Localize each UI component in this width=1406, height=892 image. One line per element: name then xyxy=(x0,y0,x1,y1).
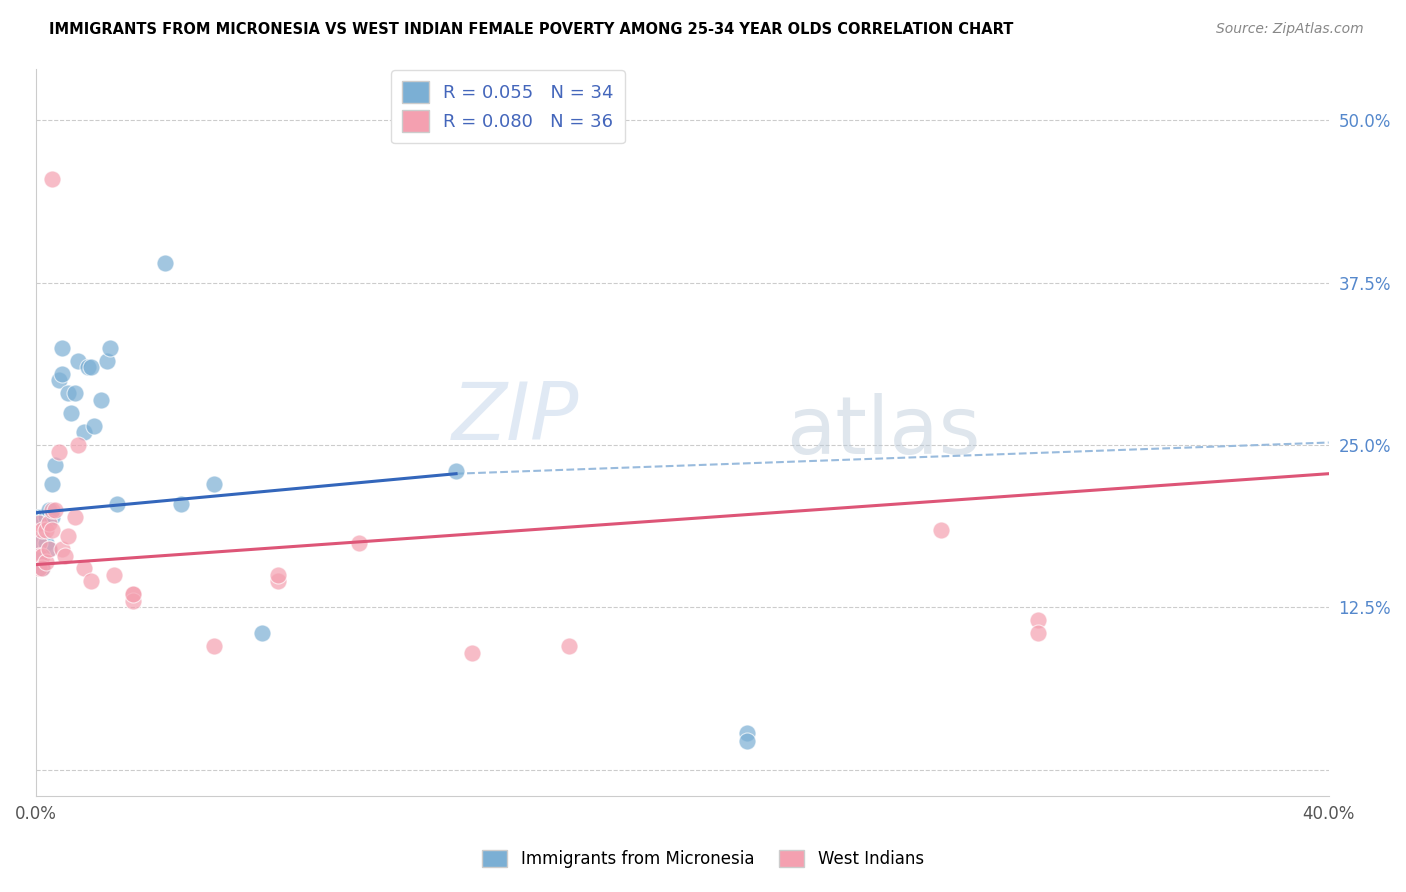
Point xyxy=(60,406,83,420)
Point xyxy=(461,646,484,660)
Point xyxy=(31,549,53,563)
Point xyxy=(202,477,225,491)
Text: Source: ZipAtlas.com: Source: ZipAtlas.com xyxy=(1216,22,1364,37)
Point xyxy=(66,353,89,368)
Point xyxy=(31,561,53,575)
Point xyxy=(103,568,125,582)
Point xyxy=(444,464,467,478)
Point xyxy=(80,360,103,375)
Point xyxy=(38,541,60,556)
Point xyxy=(34,509,56,524)
Point xyxy=(58,386,80,401)
Point xyxy=(34,555,56,569)
Point xyxy=(31,561,53,575)
Point xyxy=(250,626,273,640)
Legend: Immigrants from Micronesia, West Indians: Immigrants from Micronesia, West Indians xyxy=(475,843,931,875)
Point xyxy=(63,386,86,401)
Point xyxy=(735,726,758,740)
Point xyxy=(41,509,63,524)
Point xyxy=(44,458,66,472)
Point xyxy=(267,568,290,582)
Point xyxy=(347,535,370,549)
Point xyxy=(558,640,581,654)
Point xyxy=(28,549,51,563)
Point xyxy=(73,425,96,439)
Point xyxy=(1026,614,1049,628)
Point xyxy=(48,373,70,387)
Point xyxy=(80,574,103,589)
Point xyxy=(41,172,63,186)
Point xyxy=(122,594,145,608)
Point xyxy=(28,516,51,530)
Point xyxy=(41,477,63,491)
Point xyxy=(63,509,86,524)
Point xyxy=(34,523,56,537)
Point xyxy=(105,497,128,511)
Point xyxy=(73,561,96,575)
Point xyxy=(735,734,758,748)
Text: ZIP: ZIP xyxy=(451,378,579,457)
Point xyxy=(90,392,112,407)
Point xyxy=(122,587,145,601)
Point xyxy=(66,438,89,452)
Point xyxy=(31,509,53,524)
Point xyxy=(48,444,70,458)
Point xyxy=(76,360,98,375)
Point xyxy=(51,367,73,381)
Point xyxy=(51,341,73,355)
Point xyxy=(28,561,51,575)
Point xyxy=(38,516,60,530)
Point xyxy=(96,353,118,368)
Point xyxy=(41,503,63,517)
Point xyxy=(98,341,121,355)
Point xyxy=(28,549,51,563)
Point xyxy=(83,418,105,433)
Point xyxy=(155,256,177,270)
Point xyxy=(1026,626,1049,640)
Point xyxy=(53,549,76,563)
Point xyxy=(170,497,193,511)
Text: atlas: atlas xyxy=(786,393,980,471)
Text: IMMIGRANTS FROM MICRONESIA VS WEST INDIAN FEMALE POVERTY AMONG 25-34 YEAR OLDS C: IMMIGRANTS FROM MICRONESIA VS WEST INDIA… xyxy=(49,22,1014,37)
Point xyxy=(38,541,60,556)
Point xyxy=(38,503,60,517)
Legend: R = 0.055   N = 34, R = 0.080   N = 36: R = 0.055 N = 34, R = 0.080 N = 36 xyxy=(391,70,624,144)
Point xyxy=(34,535,56,549)
Point xyxy=(31,523,53,537)
Point xyxy=(28,535,51,549)
Point xyxy=(41,523,63,537)
Point xyxy=(202,640,225,654)
Point xyxy=(267,574,290,589)
Point xyxy=(44,503,66,517)
Point xyxy=(28,535,51,549)
Point xyxy=(51,541,73,556)
Point xyxy=(58,529,80,543)
Point xyxy=(929,523,952,537)
Point xyxy=(28,509,51,524)
Point xyxy=(122,587,145,601)
